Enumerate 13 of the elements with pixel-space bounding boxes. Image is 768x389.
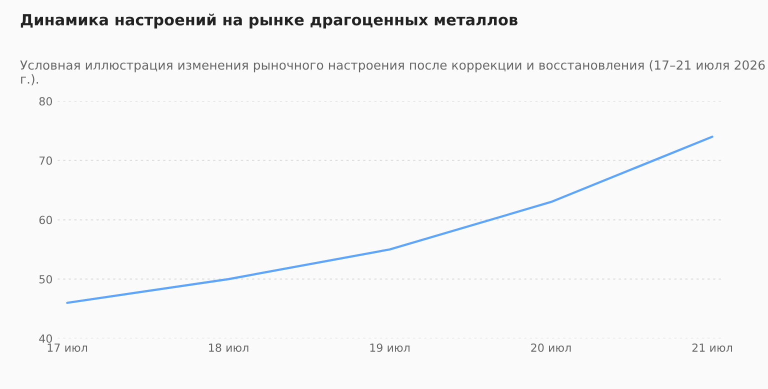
y-tick-label: 40 xyxy=(39,334,52,343)
x-tick-label: 21 июл xyxy=(692,343,732,352)
x-tick-label: 18 июл xyxy=(209,343,248,352)
y-tick-label: 80 xyxy=(39,97,52,106)
line-series xyxy=(66,136,714,304)
y-tick-label: 70 xyxy=(40,156,52,165)
y-tick-label: 50 xyxy=(39,275,52,284)
chart-title: Динамика настроений на рынке драгоценных металлов xyxy=(20,14,518,28)
y-tick-label: 60 xyxy=(39,216,52,224)
x-tick-label: 20 июл xyxy=(531,343,571,352)
chart-subtitle: Условная иллюстрация изменения рыночного настроения после коррекции и восстановления (17–21 июля 2026 г.). xyxy=(20,60,765,86)
x-tick-label: 17 июл xyxy=(48,344,88,352)
x-tick-label: 19 июл xyxy=(370,343,410,352)
